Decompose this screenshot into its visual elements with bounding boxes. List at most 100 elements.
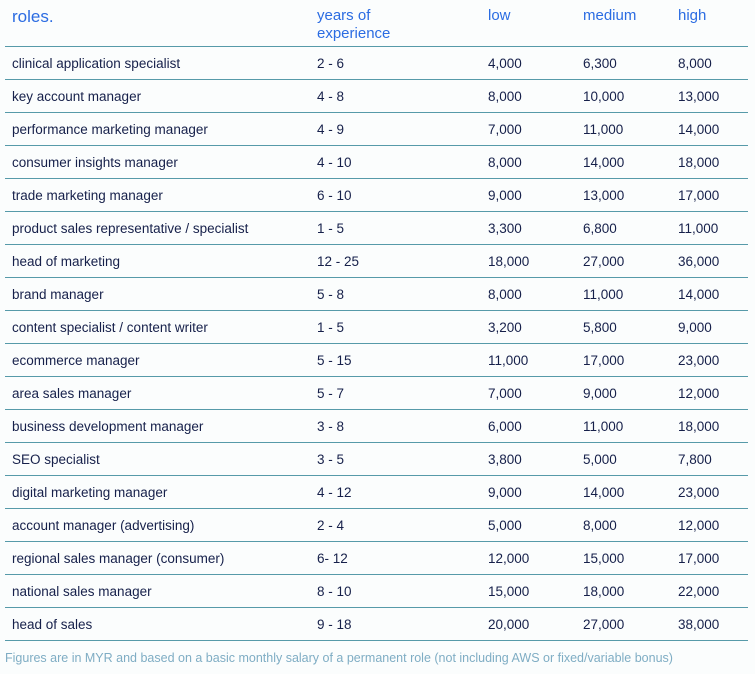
low-cell: 11,000: [488, 352, 529, 368]
experience-cell: 12 - 25: [317, 253, 360, 269]
medium-cell: 5,800: [583, 319, 617, 335]
low-cell: 12,000: [488, 550, 530, 566]
table-body: clinical application specialist 2 - 6 4,00…: [5, 47, 748, 641]
table-row: performance marketing manager 4 - 9 7,000 1…: [5, 113, 748, 146]
column-header-high: high: [678, 7, 707, 24]
role-cell: head of marketing: [12, 253, 121, 269]
medium-cell: 5,000: [583, 451, 617, 467]
high-cell: 14,000: [678, 121, 720, 137]
experience-cell: 5 - 7: [317, 385, 345, 401]
role-cell: consumer insights manager: [12, 154, 178, 170]
role-cell: content specialist / content writer: [12, 319, 208, 335]
low-cell: 4,000: [488, 55, 522, 71]
experience-cell: 4 - 9: [317, 121, 345, 137]
role-cell: brand manager: [12, 286, 104, 302]
experience-cell: 6 - 10: [317, 187, 352, 203]
experience-cell: 3 - 5: [317, 451, 345, 467]
table-footnote: Figures are in MYR and based on a basic …: [5, 651, 673, 665]
medium-cell: 8,000: [583, 517, 617, 533]
high-cell: 23,000: [678, 484, 720, 500]
high-cell: 13,000: [678, 88, 720, 104]
table-row: trade marketing manager 6 - 10 9,000 13,000…: [5, 179, 748, 212]
experience-cell: 8 - 10: [317, 583, 352, 599]
high-cell: 18,000: [678, 154, 720, 170]
high-cell: 14,000: [678, 286, 720, 302]
high-cell: 8,000: [678, 55, 712, 71]
role-cell: head of sales: [12, 616, 93, 632]
low-cell: 3,200: [488, 319, 522, 335]
column-header-low: low: [488, 7, 511, 24]
experience-cell: 9 - 18: [317, 616, 352, 632]
experience-cell: 5 - 15: [317, 352, 352, 368]
experience-cell: 6- 12: [317, 550, 348, 566]
experience-cell: 1 - 5: [317, 220, 345, 236]
medium-cell: 18,000: [583, 583, 625, 599]
high-cell: 17,000: [678, 550, 720, 566]
high-cell: 12,000: [678, 385, 720, 401]
medium-cell: 27,000: [583, 616, 625, 632]
medium-cell: 11,000: [583, 121, 624, 137]
high-cell: 38,000: [678, 616, 720, 632]
high-cell: 36,000: [678, 253, 720, 269]
low-cell: 18,000: [488, 253, 530, 269]
role-cell: performance marketing manager: [12, 121, 208, 137]
role-cell: account manager (advertising): [12, 517, 195, 533]
low-cell: 3,300: [488, 220, 522, 236]
experience-cell: 3 - 8: [317, 418, 345, 434]
low-cell: 7,000: [488, 385, 522, 401]
table-row: clinical application specialist 2 - 6 4,00…: [5, 47, 748, 80]
high-cell: 17,000: [678, 187, 720, 203]
low-cell: 8,000: [488, 88, 522, 104]
table-row: head of marketing 12 - 25 18,000 27,000 36,0…: [5, 245, 748, 278]
role-cell: area sales manager: [12, 385, 132, 401]
medium-cell: 10,000: [583, 88, 625, 104]
table-row: head of sales 9 - 18 20,000 27,000 38,000: [5, 608, 748, 641]
table-header: roles. years of experience low medium hi…: [5, 0, 748, 47]
low-cell: 15,000: [488, 583, 530, 599]
low-cell: 3,800: [488, 451, 522, 467]
table-row: content specialist / content writer 1 - 5…: [5, 311, 748, 344]
table-row: brand manager 5 - 8 8,000 11,000 14,000: [5, 278, 748, 311]
medium-cell: 6,800: [583, 220, 617, 236]
high-cell: 9,000: [678, 319, 712, 335]
high-cell: 12,000: [678, 517, 720, 533]
role-cell: regional sales manager (consumer): [12, 550, 225, 566]
medium-cell: 17,000: [583, 352, 625, 368]
high-cell: 7,800: [678, 451, 712, 467]
table-row: SEO specialist 3 - 5 3,800 5,000 7,800: [5, 443, 748, 476]
medium-cell: 11,000: [583, 286, 624, 302]
salary-table: roles. years of experience low medium hi…: [5, 0, 748, 641]
high-cell: 18,000: [678, 418, 720, 434]
role-cell: ecommerce manager: [12, 352, 140, 368]
high-cell: 11,000: [678, 220, 719, 236]
low-cell: 7,000: [488, 121, 522, 137]
low-cell: 20,000: [488, 616, 530, 632]
medium-cell: 15,000: [583, 550, 625, 566]
low-cell: 8,000: [488, 286, 522, 302]
table-row: ecommerce manager 5 - 15 11,000 17,000 23,00…: [5, 344, 748, 377]
role-cell: key account manager: [12, 88, 142, 104]
table-row: account manager (advertising) 2 - 4 5,000 8…: [5, 509, 748, 542]
table-row: regional sales manager (consumer) 6- 12 12…: [5, 542, 748, 575]
role-cell: SEO specialist: [12, 451, 100, 467]
experience-cell: 2 - 6: [317, 55, 345, 71]
medium-cell: 14,000: [583, 154, 625, 170]
experience-cell: 2 - 4: [317, 517, 345, 533]
medium-cell: 27,000: [583, 253, 625, 269]
table-row: consumer insights manager 4 - 10 8,000 14,0…: [5, 146, 748, 179]
role-cell: national sales manager: [12, 583, 152, 599]
medium-cell: 14,000: [583, 484, 625, 500]
role-cell: clinical application specialist: [12, 55, 181, 71]
low-cell: 9,000: [488, 484, 522, 500]
column-header-years-of-experience: years of experience: [317, 7, 391, 43]
table-row: product sales representative / specialis…: [5, 212, 748, 245]
low-cell: 8,000: [488, 154, 522, 170]
table-row: key account manager 4 - 8 8,000 10,000 13,00…: [5, 80, 748, 113]
medium-cell: 9,000: [583, 385, 617, 401]
high-cell: 23,000: [678, 352, 720, 368]
table-row: business development manager 3 - 8 6,000 11…: [5, 410, 748, 443]
high-cell: 22,000: [678, 583, 720, 599]
low-cell: 6,000: [488, 418, 522, 434]
role-cell: trade marketing manager: [12, 187, 163, 203]
